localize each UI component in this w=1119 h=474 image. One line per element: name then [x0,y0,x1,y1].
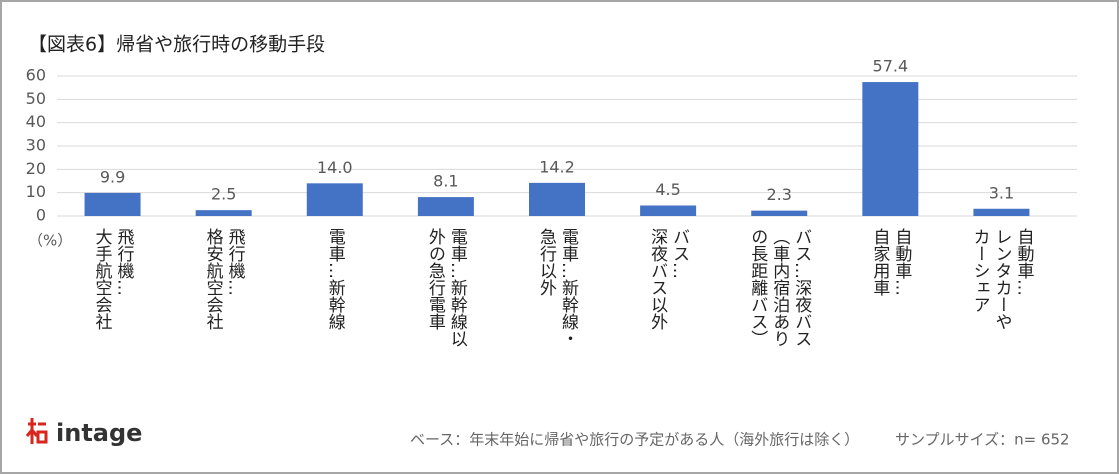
bar [529,182,585,216]
logo-text: intage [56,419,142,447]
bar [84,192,141,216]
data-label: 14.0 [317,158,353,177]
x-tick-label: 電車…新幹線 [324,228,345,330]
x-tick-label: 電車…新幹線以 外の急行電車 [424,228,467,347]
data-label: 57.4 [873,57,909,76]
logo-icon [25,418,48,444]
bar [306,183,363,216]
x-tick-label: 飛行機… 格安航空会社 [202,228,245,330]
data-label: 9.9 [100,167,125,186]
y-tick-label: 40 [26,112,46,131]
x-tick-label: バス…深夜バス （車内宿泊あり の長距離バス） [747,228,812,347]
y-tick-label: 60 [26,66,46,85]
bar [417,197,474,216]
chart-title: 【図表6】帰省や旅行時の移動手段 [28,34,325,56]
bar [973,208,1030,216]
bar [195,210,252,216]
x-tick-label: 飛行機… 大手航空会社 [91,228,134,330]
x-tick-label: バス… 深夜バス以外 [647,228,690,330]
data-label: 3.1 [989,183,1014,202]
data-label: 8.1 [433,172,458,191]
bar [751,210,808,216]
y-unit: （%） [28,232,72,250]
x-tick-label: 自動車… 自家用車 [869,228,912,296]
data-label: 2.5 [211,185,236,204]
data-label: 14.2 [539,157,575,176]
y-tick-label: 0 [36,206,46,225]
data-label: 2.3 [766,185,791,204]
x-tick-label: 電車…新幹線・ 急行以外 [536,228,578,347]
x-tick-label: 自動車… レンタカーや カーシェア [969,228,1034,330]
y-tick-label: 30 [26,136,46,155]
y-tick-label: 20 [26,159,46,178]
base-note: ベース：年末年始に帰省や旅行の予定がある人（海外旅行は除く） [410,431,859,449]
bar [862,82,919,216]
y-tick-label: 50 [26,89,46,108]
y-tick-label: 10 [26,182,46,201]
bar [640,205,697,216]
sample-size: サンプルサイズ：n= 652 [895,431,1070,449]
data-label: 4.5 [655,180,680,199]
